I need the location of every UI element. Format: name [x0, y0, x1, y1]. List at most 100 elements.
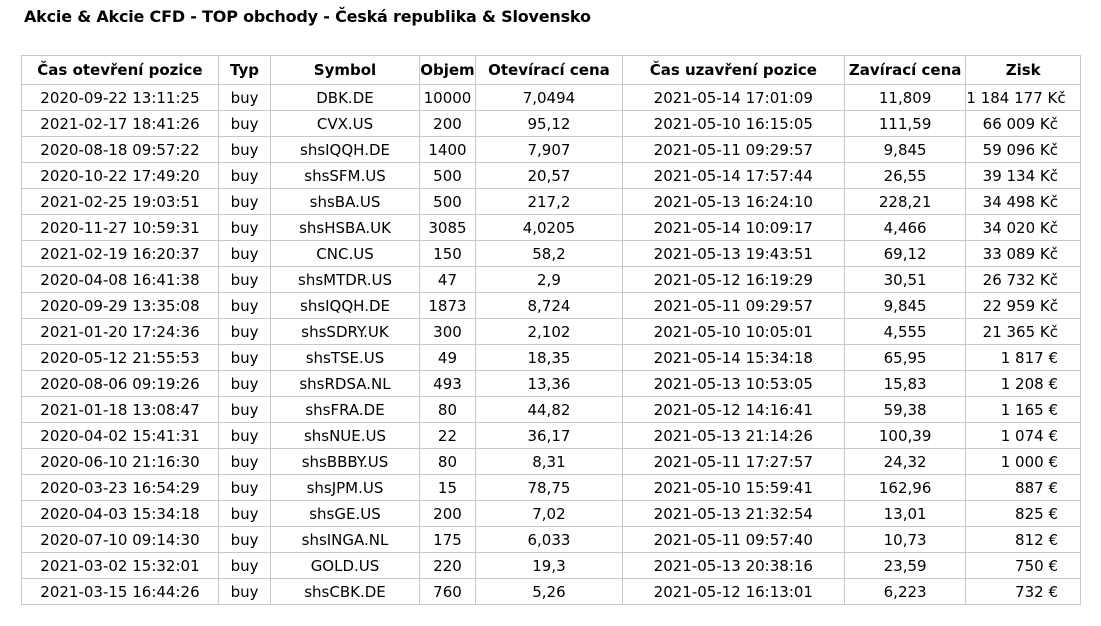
open-time-cell: 2020-04-02 15:41:31 — [21, 422, 219, 449]
type-cell: buy — [217, 552, 272, 579]
volume-cell: 1873 — [418, 292, 477, 319]
open-price-cell: 8,31 — [475, 448, 623, 475]
volume-cell: 220 — [418, 552, 477, 579]
open-price-cell: 7,0494 — [475, 84, 623, 111]
column-header-open-price: Otevírací cena — [475, 55, 623, 85]
open-time-cell: 2020-10-22 17:49:20 — [21, 162, 219, 189]
table-row: 2020-10-22 17:49:20 buy shsSFM.US 500 20,57 2… — [21, 162, 1081, 189]
volume-cell: 200 — [418, 500, 477, 527]
open-price-cell: 7,907 — [475, 136, 623, 163]
close-price-cell: 69,12 — [843, 240, 967, 267]
close-time-cell: 2021-05-11 09:29:57 — [621, 136, 845, 163]
type-cell: buy — [217, 500, 272, 527]
profit-cell: 34 498 Kč — [965, 188, 1081, 215]
open-time-cell: 2020-04-08 16:41:38 — [21, 266, 219, 293]
close-time-cell: 2021-05-13 21:14:26 — [621, 422, 845, 449]
open-price-cell: 2,9 — [475, 266, 623, 293]
type-cell: buy — [217, 214, 272, 241]
close-time-cell: 2021-05-10 15:59:41 — [621, 474, 845, 501]
symbol-cell: shsTSE.US — [270, 344, 420, 371]
profit-cell: 33 089 Kč — [965, 240, 1081, 267]
table-row: 2020-08-06 09:19:26 buy shsRDSA.NL 493 13,36… — [21, 370, 1081, 397]
close-time-cell: 2021-05-13 21:32:54 — [621, 500, 845, 527]
type-cell: buy — [217, 578, 272, 605]
profit-cell: 59 096 Kč — [965, 136, 1081, 163]
open-price-cell: 6,033 — [475, 526, 623, 553]
symbol-cell: shsJPM.US — [270, 474, 420, 501]
close-price-cell: 59,38 — [843, 396, 967, 423]
volume-cell: 49 — [418, 344, 477, 371]
profit-cell: 812 € — [965, 526, 1081, 553]
volume-cell: 3085 — [418, 214, 477, 241]
close-price-cell: 4,555 — [843, 318, 967, 345]
profit-cell: 34 020 Kč — [965, 214, 1081, 241]
open-time-cell: 2020-08-06 09:19:26 — [21, 370, 219, 397]
open-price-cell: 95,12 — [475, 110, 623, 137]
column-header-open-time: Čas otevření pozice — [21, 55, 219, 85]
profit-cell: 1 074 € — [965, 422, 1081, 449]
symbol-cell: GOLD.US — [270, 552, 420, 579]
profit-cell: 1 000 € — [965, 448, 1081, 475]
close-time-cell: 2021-05-12 16:19:29 — [621, 266, 845, 293]
symbol-cell: shsINGA.NL — [270, 526, 420, 553]
close-time-cell: 2021-05-14 15:34:18 — [621, 344, 845, 371]
close-time-cell: 2021-05-13 19:43:51 — [621, 240, 845, 267]
volume-cell: 22 — [418, 422, 477, 449]
close-price-cell: 23,59 — [843, 552, 967, 579]
type-cell: buy — [217, 422, 272, 449]
close-price-cell: 4,466 — [843, 214, 967, 241]
volume-cell: 1400 — [418, 136, 477, 163]
type-cell: buy — [217, 292, 272, 319]
close-time-cell: 2021-05-13 20:38:16 — [621, 552, 845, 579]
type-cell: buy — [217, 162, 272, 189]
profit-cell: 1 165 € — [965, 396, 1081, 423]
table-row: 2021-03-15 16:44:26 buy shsCBK.DE 760 5,26 20… — [21, 578, 1081, 605]
column-header-type: Typ — [217, 55, 272, 85]
type-cell: buy — [217, 136, 272, 163]
open-price-cell: 13,36 — [475, 370, 623, 397]
profit-cell: 887 € — [965, 474, 1081, 501]
top-trades-table: Čas otevření pozice Typ Symbol Objem Ote… — [21, 55, 1081, 605]
symbol-cell: shsSFM.US — [270, 162, 420, 189]
type-cell: buy — [217, 344, 272, 371]
symbol-cell: shsBA.US — [270, 188, 420, 215]
close-time-cell: 2021-05-12 16:13:01 — [621, 578, 845, 605]
open-time-cell: 2021-01-18 13:08:47 — [21, 396, 219, 423]
open-time-cell: 2020-04-03 15:34:18 — [21, 500, 219, 527]
symbol-cell: shsGE.US — [270, 500, 420, 527]
table-row: 2020-06-10 21:16:30 buy shsBBBY.US 80 8,31 20… — [21, 448, 1081, 475]
open-price-cell: 8,724 — [475, 292, 623, 319]
column-header-close-price: Zavírací cena — [843, 55, 967, 85]
profit-cell: 1 208 € — [965, 370, 1081, 397]
table-row: 2021-03-02 15:32:01 buy GOLD.US 220 19,3 2021… — [21, 552, 1081, 579]
type-cell: buy — [217, 526, 272, 553]
table-row: 2020-08-18 09:57:22 buy shsIQQH.DE 1400 7,90… — [21, 136, 1081, 163]
table-row: 2021-01-20 17:24:36 buy shsSDRY.UK 300 2,102… — [21, 318, 1081, 345]
close-price-cell: 9,845 — [843, 136, 967, 163]
volume-cell: 200 — [418, 110, 477, 137]
table-row: 2020-03-23 16:54:29 buy shsJPM.US 15 78,75 20… — [21, 474, 1081, 501]
close-price-cell: 228,21 — [843, 188, 967, 215]
open-time-cell: 2021-01-20 17:24:36 — [21, 318, 219, 345]
volume-cell: 80 — [418, 448, 477, 475]
profit-cell: 1 184 177 Kč — [965, 84, 1081, 111]
open-time-cell: 2021-02-25 19:03:51 — [21, 188, 219, 215]
table-header-row: Čas otevření pozice Typ Symbol Objem Ote… — [21, 55, 1081, 85]
page-title: Akcie & Akcie CFD - TOP obchody - Česká … — [24, 7, 591, 26]
open-price-cell: 4,0205 — [475, 214, 623, 241]
table-body: 2020-09-22 13:11:25 buy DBK.DE 10000 7,0494 2… — [21, 84, 1081, 605]
table-row: 2020-04-08 16:41:38 buy shsMTDR.US 47 2,9 202… — [21, 266, 1081, 293]
close-time-cell: 2021-05-11 09:57:40 — [621, 526, 845, 553]
profit-cell: 22 959 Kč — [965, 292, 1081, 319]
volume-cell: 175 — [418, 526, 477, 553]
open-time-cell: 2021-03-02 15:32:01 — [21, 552, 219, 579]
open-time-cell: 2020-07-10 09:14:30 — [21, 526, 219, 553]
close-price-cell: 10,73 — [843, 526, 967, 553]
column-header-close-time: Čas uzavření pozice — [621, 55, 845, 85]
symbol-cell: CVX.US — [270, 110, 420, 137]
symbol-cell: shsBBBY.US — [270, 448, 420, 475]
close-time-cell: 2021-05-13 10:53:05 — [621, 370, 845, 397]
type-cell: buy — [217, 474, 272, 501]
open-price-cell: 36,17 — [475, 422, 623, 449]
open-time-cell: 2020-09-22 13:11:25 — [21, 84, 219, 111]
